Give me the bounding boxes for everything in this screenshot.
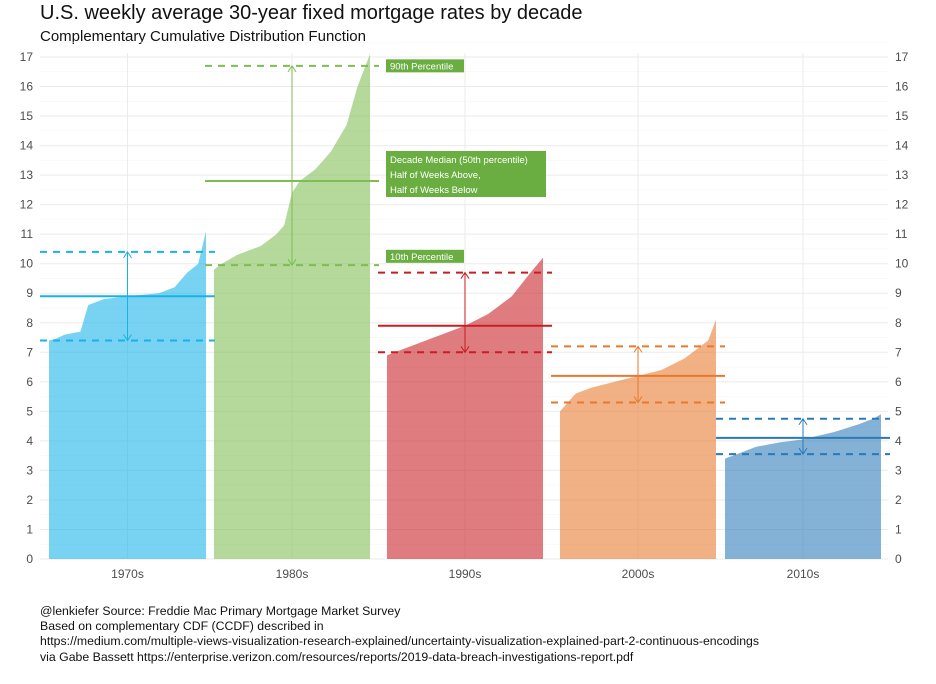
annotation-box-p10 — [386, 249, 464, 263]
y-tick-label-right: 0 — [895, 552, 902, 566]
x-tick-label-1980s: 1980s — [276, 567, 309, 581]
caption-line-medium-url: https://medium.com/multiple-views-visual… — [40, 634, 760, 649]
arrowhead-down-1990s — [460, 346, 470, 354]
y-tick-label-left: 5 — [26, 404, 33, 418]
y-tick-label-left: 1 — [26, 522, 33, 536]
y-tick-label-left: 6 — [26, 375, 33, 389]
y-tick-label-right: 13 — [895, 168, 909, 182]
y-tick-label-right: 17 — [895, 50, 909, 64]
arrowhead-down-2000s — [633, 396, 643, 404]
arrowhead-up-1970s — [123, 250, 132, 259]
y-tick-label-left: 10 — [20, 257, 34, 271]
chart-title: U.S. weekly average 30-year fixed mortga… — [40, 2, 583, 24]
area-2000s — [560, 319, 716, 559]
caption-line-source: @lenkiefer Source: Freddie Mac Primary M… — [40, 604, 401, 618]
y-tick-label-left: 3 — [26, 463, 33, 477]
area-2010s — [725, 414, 881, 559]
arrowhead-down-1970s — [123, 334, 132, 342]
y-tick-label-right: 16 — [895, 80, 909, 94]
arrowhead-up-2000s — [633, 345, 643, 353]
y-tick-label-right: 5 — [895, 404, 902, 418]
y-tick-label-left: 0 — [26, 552, 33, 566]
y-tick-label-left: 12 — [20, 198, 34, 212]
y-tick-label-right: 10 — [895, 257, 909, 271]
chart-subtitle: Complementary Cumulative Distribution Fu… — [40, 28, 366, 45]
y-tick-label-right: 2 — [895, 493, 902, 507]
y-tick-label-right: 1 — [895, 522, 902, 536]
annotation-box-p90 — [386, 59, 464, 73]
y-tick-label-right: 4 — [895, 434, 902, 448]
y-tick-label-right: 8 — [895, 316, 902, 330]
arrowhead-up-1980s — [287, 64, 297, 73]
y-tick-label-left: 14 — [20, 139, 34, 153]
x-tick-label-2010s: 2010s — [787, 567, 820, 581]
arrowhead-down-2010s — [798, 447, 808, 456]
annotation-text-median-line: Half of Weeks Above, — [390, 170, 481, 181]
x-tick-label-1990s: 1990s — [449, 567, 482, 581]
area-1970s — [49, 231, 206, 559]
annotation-text-p90: 90th Percentile — [390, 61, 453, 72]
y-tick-label-left: 16 — [20, 80, 34, 94]
y-tick-label-right: 6 — [895, 375, 902, 389]
annotation-text-p10: 10th Percentile — [390, 252, 453, 263]
annotation-text-median-line: Decade Median (50th percentile) — [390, 155, 528, 166]
y-tick-label-left: 13 — [20, 168, 34, 182]
y-tick-label-left: 9 — [26, 286, 33, 300]
caption-line-based-on: Based on complementary CDF (CCDF) descri… — [40, 619, 324, 634]
x-tick-label-2000s: 2000s — [622, 567, 655, 581]
y-tick-label-right: 9 — [895, 286, 902, 300]
y-tick-label-left: 17 — [20, 50, 34, 64]
y-tick-label-right: 7 — [895, 345, 902, 359]
y-tick-label-right: 12 — [895, 198, 909, 212]
chart-caption: @lenkiefer Source: Freddie Mac Primary M… — [40, 604, 759, 665]
y-tick-label-right: 14 — [895, 139, 909, 153]
y-tick-label-left: 4 — [26, 434, 33, 448]
x-tick-label-1970s: 1970s — [111, 567, 144, 581]
y-tick-label-left: 8 — [26, 316, 33, 330]
y-tick-label-right: 11 — [895, 227, 908, 241]
y-tick-label-left: 15 — [20, 109, 34, 123]
y-tick-label-left: 2 — [26, 493, 33, 507]
area-1990s — [387, 257, 543, 559]
y-tick-label-left: 11 — [21, 227, 34, 241]
arrowhead-up-2010s — [798, 417, 808, 426]
arrowhead-up-1990s — [460, 271, 470, 279]
arrowhead-down-1980s — [287, 258, 297, 267]
annotation-text-median-line: Half of Weeks Below — [390, 185, 478, 196]
y-tick-label-right: 3 — [895, 463, 902, 477]
y-tick-label-right: 15 — [895, 109, 909, 123]
annotation-box-median — [386, 151, 546, 197]
caption-line-verizon-url: via Gabe Bassett https://enterprise.veri… — [40, 649, 634, 664]
y-tick-label-left: 7 — [26, 345, 33, 359]
